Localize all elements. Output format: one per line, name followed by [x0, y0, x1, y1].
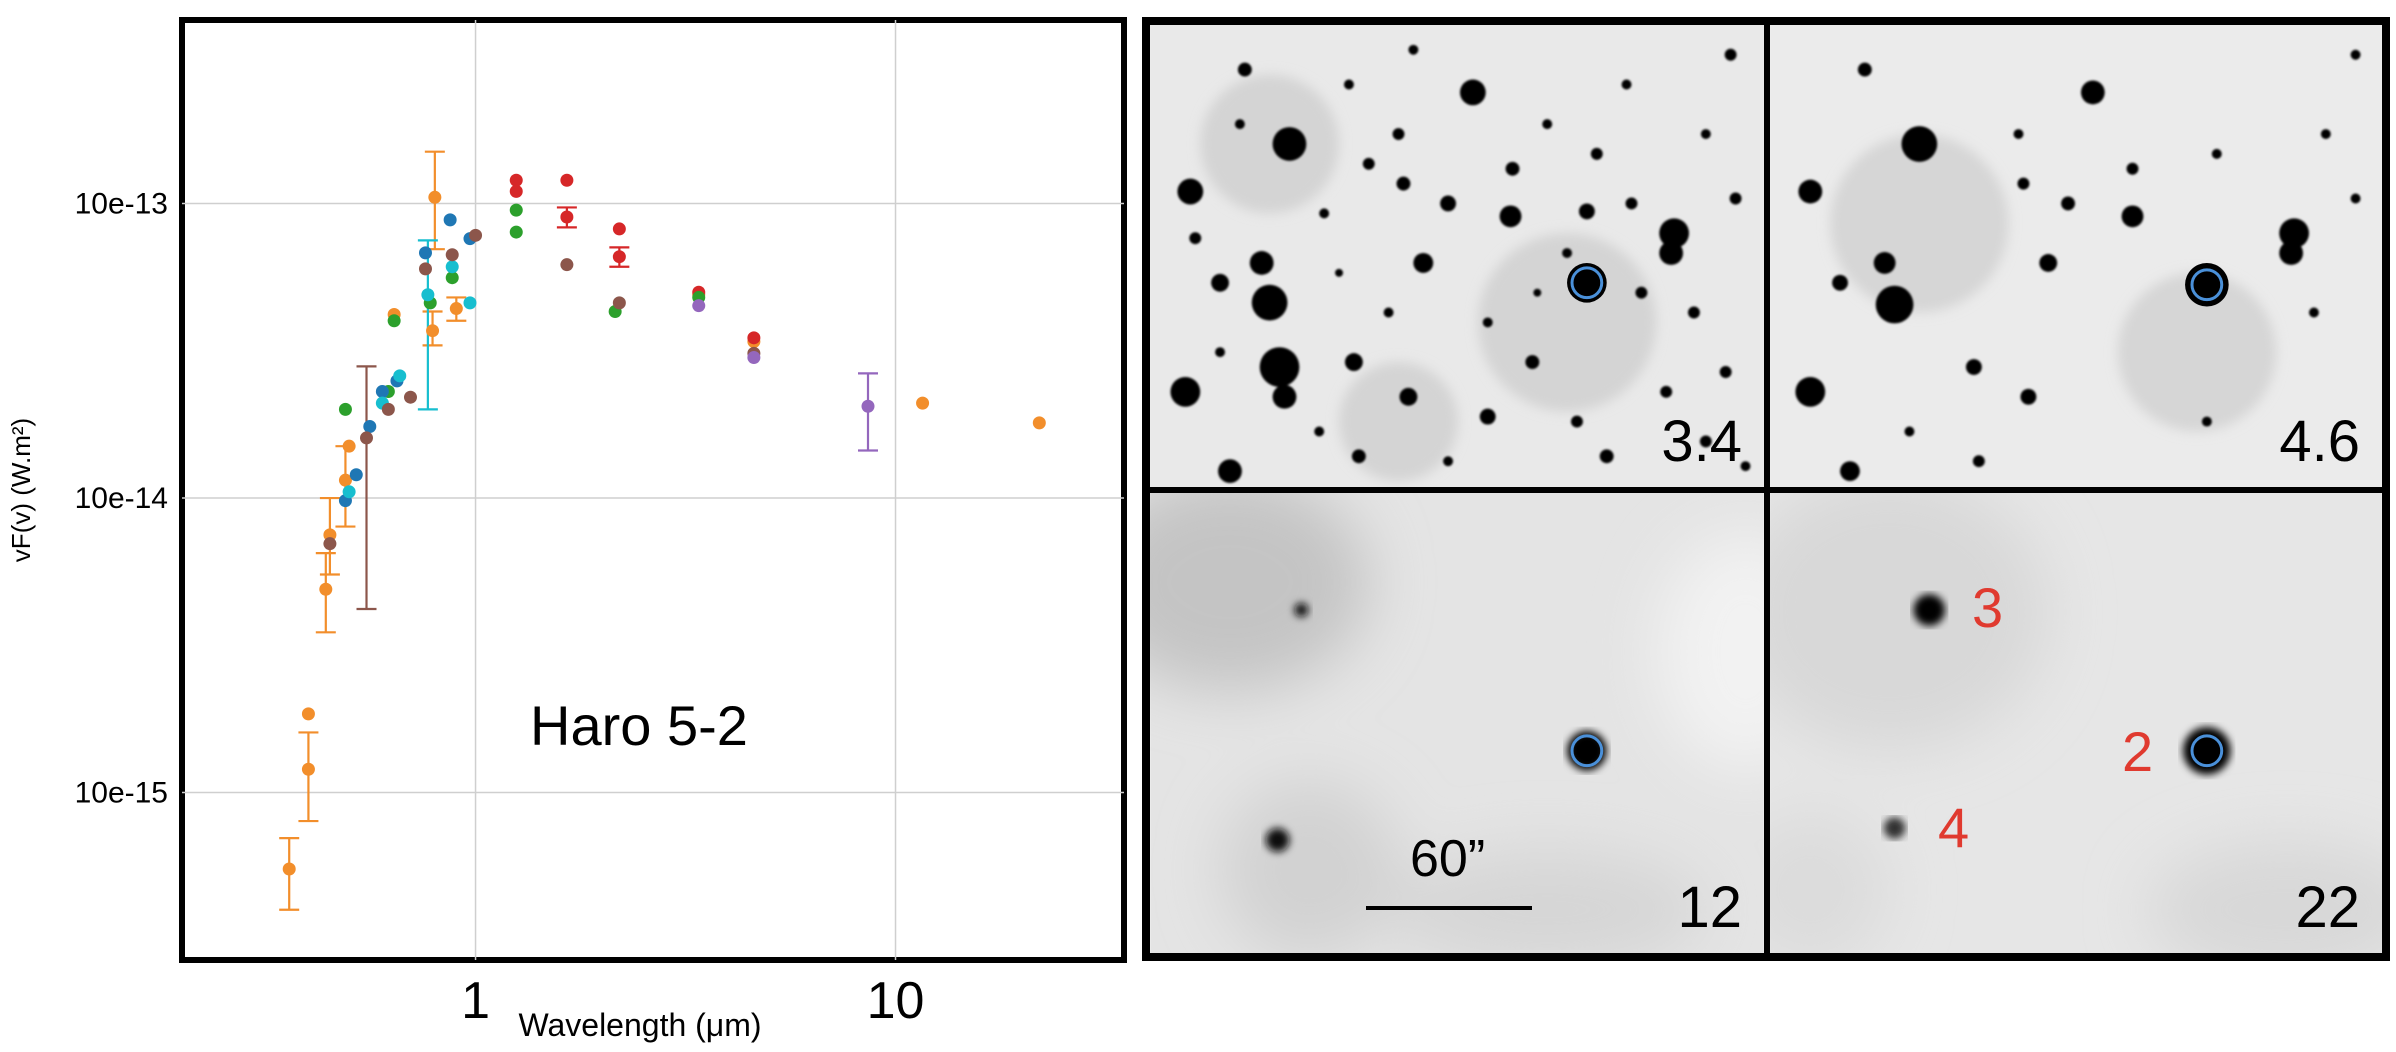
data-point — [509, 184, 523, 198]
data-point — [1032, 416, 1046, 430]
x-axis-label: Wavelength (μm) — [518, 1007, 761, 1043]
y-tick-label: 10e-14 — [75, 482, 168, 515]
data-point — [612, 222, 626, 236]
error-bar — [298, 731, 319, 823]
scale-bar-label: 60” — [1410, 830, 1486, 888]
y-tick-label: 10e-13 — [75, 188, 168, 221]
data-point — [428, 190, 442, 204]
x-tick-label: 10 — [867, 972, 925, 1030]
band-label-22: 22 — [2295, 875, 2360, 940]
data-point — [747, 351, 761, 365]
data-point — [301, 762, 315, 776]
x-tick-label: 1 — [461, 972, 490, 1030]
data-point — [509, 203, 523, 217]
band-label-4-6: 4.6 — [2279, 409, 2360, 474]
star-field-12 — [1150, 493, 1764, 953]
data-point — [445, 260, 459, 274]
data-point — [342, 485, 356, 499]
band-label-3-4: 3.4 — [1661, 409, 1742, 474]
image-panel-22: 3 2 4 22 — [1768, 491, 2384, 955]
source-label-2: 2 — [2122, 720, 2154, 783]
data-point — [323, 537, 337, 551]
data-point — [612, 250, 626, 264]
data-points — [282, 173, 1046, 876]
data-point — [747, 331, 761, 345]
y-tick-label: 10e-15 — [75, 777, 168, 810]
scale-bar — [1366, 906, 1532, 910]
data-point — [418, 246, 432, 260]
data-point — [301, 707, 315, 721]
data-point — [560, 258, 574, 272]
object-annotation: Haro 5-2 — [530, 694, 748, 757]
image-panel-grid: 3.4 4.6 — [1142, 17, 2390, 961]
data-point — [342, 439, 356, 453]
data-point — [381, 402, 395, 416]
data-point — [692, 299, 706, 313]
source-label-4: 4 — [1938, 796, 1970, 859]
data-point — [445, 271, 459, 285]
data-point — [861, 399, 875, 413]
data-point — [363, 419, 377, 433]
data-point — [375, 385, 389, 399]
data-point — [403, 390, 417, 404]
data-point — [916, 396, 930, 410]
error-bar — [356, 365, 377, 611]
data-point — [509, 173, 523, 187]
data-point — [319, 582, 333, 596]
data-point — [338, 473, 352, 487]
y-axis-label: vF(v) (W.m²) — [6, 418, 36, 562]
data-point — [509, 225, 523, 239]
x-axis-ticks: 1 10 — [461, 972, 924, 1030]
data-point — [349, 468, 363, 482]
data-point — [469, 228, 483, 242]
image-panel-3-4: 3.4 — [1148, 23, 1766, 489]
band-label-12: 12 — [1677, 875, 1742, 940]
star-field-4-6 — [1770, 25, 2382, 487]
data-point — [360, 431, 374, 445]
data-point — [338, 402, 352, 416]
plot-frame — [179, 17, 1127, 963]
data-point — [387, 314, 401, 328]
data-point — [282, 862, 296, 876]
data-point — [426, 324, 440, 338]
image-panel-12: 60” 12 — [1148, 491, 1766, 955]
data-point — [449, 302, 463, 316]
data-point — [560, 173, 574, 187]
data-point — [418, 262, 432, 276]
star-field-22 — [1770, 493, 2382, 953]
data-point — [443, 213, 457, 227]
data-point — [612, 296, 626, 310]
sed-plot: 10e-13 10e-14 10e-15 1 10 Haro 5-2 Waveleng… — [6, 17, 1127, 1043]
y-axis-ticks: 10e-13 10e-14 10e-15 — [75, 188, 168, 810]
data-point — [393, 369, 407, 383]
data-point — [445, 248, 459, 262]
data-point — [421, 288, 435, 302]
source-label-3: 3 — [1972, 576, 2004, 639]
data-point — [463, 296, 477, 310]
star-field-3-4 — [1150, 25, 1764, 487]
data-point — [560, 210, 574, 224]
image-panel-4-6: 4.6 — [1768, 23, 2384, 489]
